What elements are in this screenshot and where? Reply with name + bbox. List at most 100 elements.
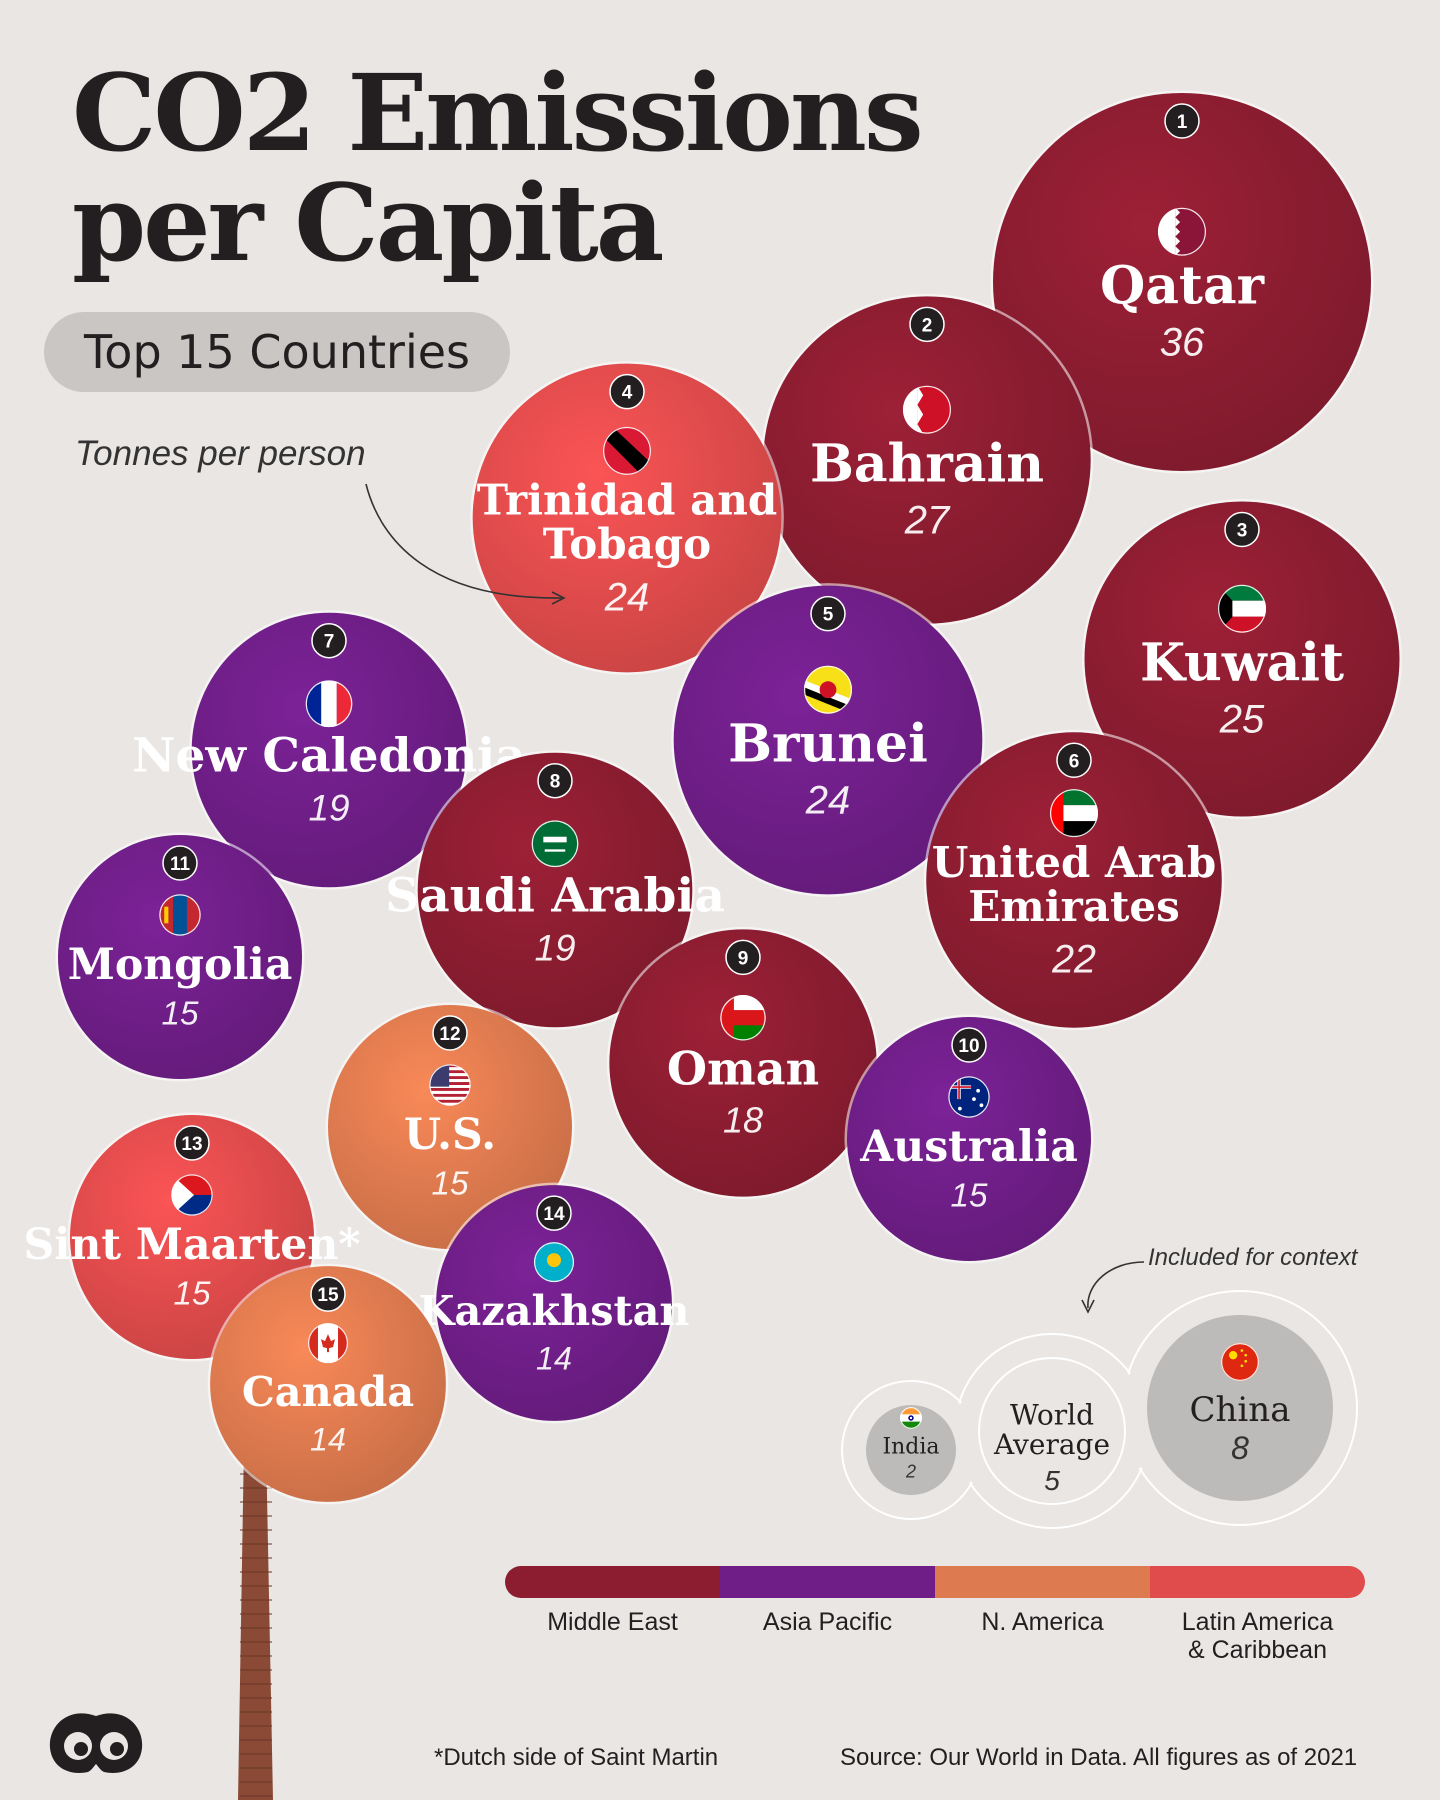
context-value: 8 xyxy=(1231,1430,1249,1466)
legend-label-line: N. America xyxy=(981,1608,1104,1636)
bubble-australia-circle xyxy=(847,1017,1091,1261)
brunei-flag-icon xyxy=(804,665,852,714)
rank-badge xyxy=(311,622,347,659)
country-name: Bahrain xyxy=(810,433,1044,494)
page-title: CO2 Emissions per Capita xyxy=(72,58,924,278)
legend-label-line: Middle East xyxy=(547,1608,678,1636)
context-name: World xyxy=(1010,1399,1094,1432)
country-name: New Caledonia xyxy=(132,729,526,784)
bubble-qatar-circle xyxy=(993,93,1371,471)
rank-number: 13 xyxy=(181,1134,202,1155)
saudi-flag-icon xyxy=(531,820,579,868)
rank-number: 11 xyxy=(170,854,191,875)
legend-swatch-latin-america-caribbean xyxy=(1150,1566,1365,1598)
australia-flag-icon xyxy=(948,1076,990,1118)
country-name: Trinidad and xyxy=(477,476,777,525)
bubble-australia: 10 Australia 15 xyxy=(844,1014,1094,1264)
mongolia-flag-icon xyxy=(159,894,201,936)
footnote: *Dutch side of Saint Martin xyxy=(434,1744,719,1771)
country-value: 18 xyxy=(723,1100,763,1141)
bubble-new-caledonia-circle xyxy=(191,612,467,888)
context-arrow xyxy=(1087,1261,1145,1309)
rank-number: 7 xyxy=(324,632,335,653)
country-name: U.S. xyxy=(404,1110,496,1160)
country-name: Saudi Arabia xyxy=(385,869,725,924)
country-value: 27 xyxy=(904,498,951,542)
bubble-canada-circle xyxy=(210,1266,446,1502)
rank-badge xyxy=(1224,511,1260,548)
country-name: Australia xyxy=(859,1122,1078,1172)
legend-label-asia-pacific: Asia Pacific xyxy=(720,1608,935,1636)
france-flag-icon xyxy=(305,680,353,728)
context-name: China xyxy=(1190,1390,1291,1430)
trinidad-flag-icon xyxy=(603,426,651,475)
bubble-u-s-circle xyxy=(328,1005,572,1249)
bubble-canada: 15 Canada 14 xyxy=(207,1263,449,1505)
subtitle-pill: Top 15 Countries xyxy=(44,312,510,392)
source-note: Source: Our World in Data. All figures a… xyxy=(840,1744,1358,1771)
legend-swatch-asia-pacific xyxy=(720,1566,935,1598)
country-name: Kazakhstan xyxy=(419,1286,690,1335)
country-value: 19 xyxy=(534,927,575,968)
context-circle xyxy=(978,1357,1126,1505)
context-arrow-head xyxy=(1081,1299,1095,1314)
rank-badge xyxy=(310,1276,346,1312)
bubble-united-arab-emirates-circle xyxy=(926,732,1222,1028)
context-circle xyxy=(1147,1315,1333,1501)
country-name: United Arab xyxy=(932,838,1217,887)
qatar-flag-icon xyxy=(1158,207,1206,256)
usa-flag-icon xyxy=(429,1064,471,1106)
rank-badge xyxy=(1164,103,1200,139)
rank-number: 8 xyxy=(550,772,561,793)
country-value: 14 xyxy=(536,1341,572,1377)
rank-badge xyxy=(609,373,645,410)
country-name: Emirates xyxy=(968,882,1180,931)
rank-number: 14 xyxy=(543,1204,565,1225)
legend-label-line: Latin America xyxy=(1181,1608,1334,1636)
rank-number: 12 xyxy=(439,1024,460,1045)
rank-number: 2 xyxy=(922,315,933,336)
country-name: Oman xyxy=(667,1042,819,1096)
country-value: 24 xyxy=(604,576,650,620)
country-value: 15 xyxy=(173,1275,211,1312)
rank-number: 5 xyxy=(823,605,834,626)
rank-number: 1 xyxy=(1177,112,1188,133)
oman-flag-icon xyxy=(720,995,766,1041)
legend-swatch-middle-east xyxy=(505,1566,720,1598)
context-note: Included for context xyxy=(1148,1244,1358,1271)
bubble-trinidad-and-tobago-circle xyxy=(472,363,782,673)
chimney-shaft xyxy=(238,1444,273,1800)
country-name: Sint Maarten* xyxy=(23,1220,360,1270)
country-value: 15 xyxy=(431,1165,469,1202)
uae-flag-icon xyxy=(1050,789,1098,838)
bubble-kazakhstan: 14 Kazakhstan 14 xyxy=(419,1182,690,1424)
country-value: 36 xyxy=(1160,320,1205,364)
unit-arrow-head xyxy=(551,591,566,605)
unit-arrow xyxy=(365,483,563,599)
legend-label-line: & Caribbean xyxy=(1188,1636,1327,1664)
rank-number: 10 xyxy=(958,1036,979,1057)
rank-badge xyxy=(536,1195,572,1231)
rank-number: 4 xyxy=(622,383,633,404)
bubble-saudi-arabia-circle xyxy=(417,752,693,1028)
rank-number: 15 xyxy=(317,1285,339,1306)
bubble-kazakhstan-circle xyxy=(436,1185,672,1421)
country-name: Tobago xyxy=(543,520,711,569)
context-name: Average xyxy=(993,1428,1110,1461)
china-flag-icon xyxy=(1221,1343,1259,1381)
rank-badge xyxy=(951,1027,987,1063)
country-name: Brunei xyxy=(728,713,928,774)
context-value: 2 xyxy=(905,1462,916,1482)
canada-flag-icon xyxy=(307,1323,349,1364)
country-value: 19 xyxy=(308,787,349,828)
